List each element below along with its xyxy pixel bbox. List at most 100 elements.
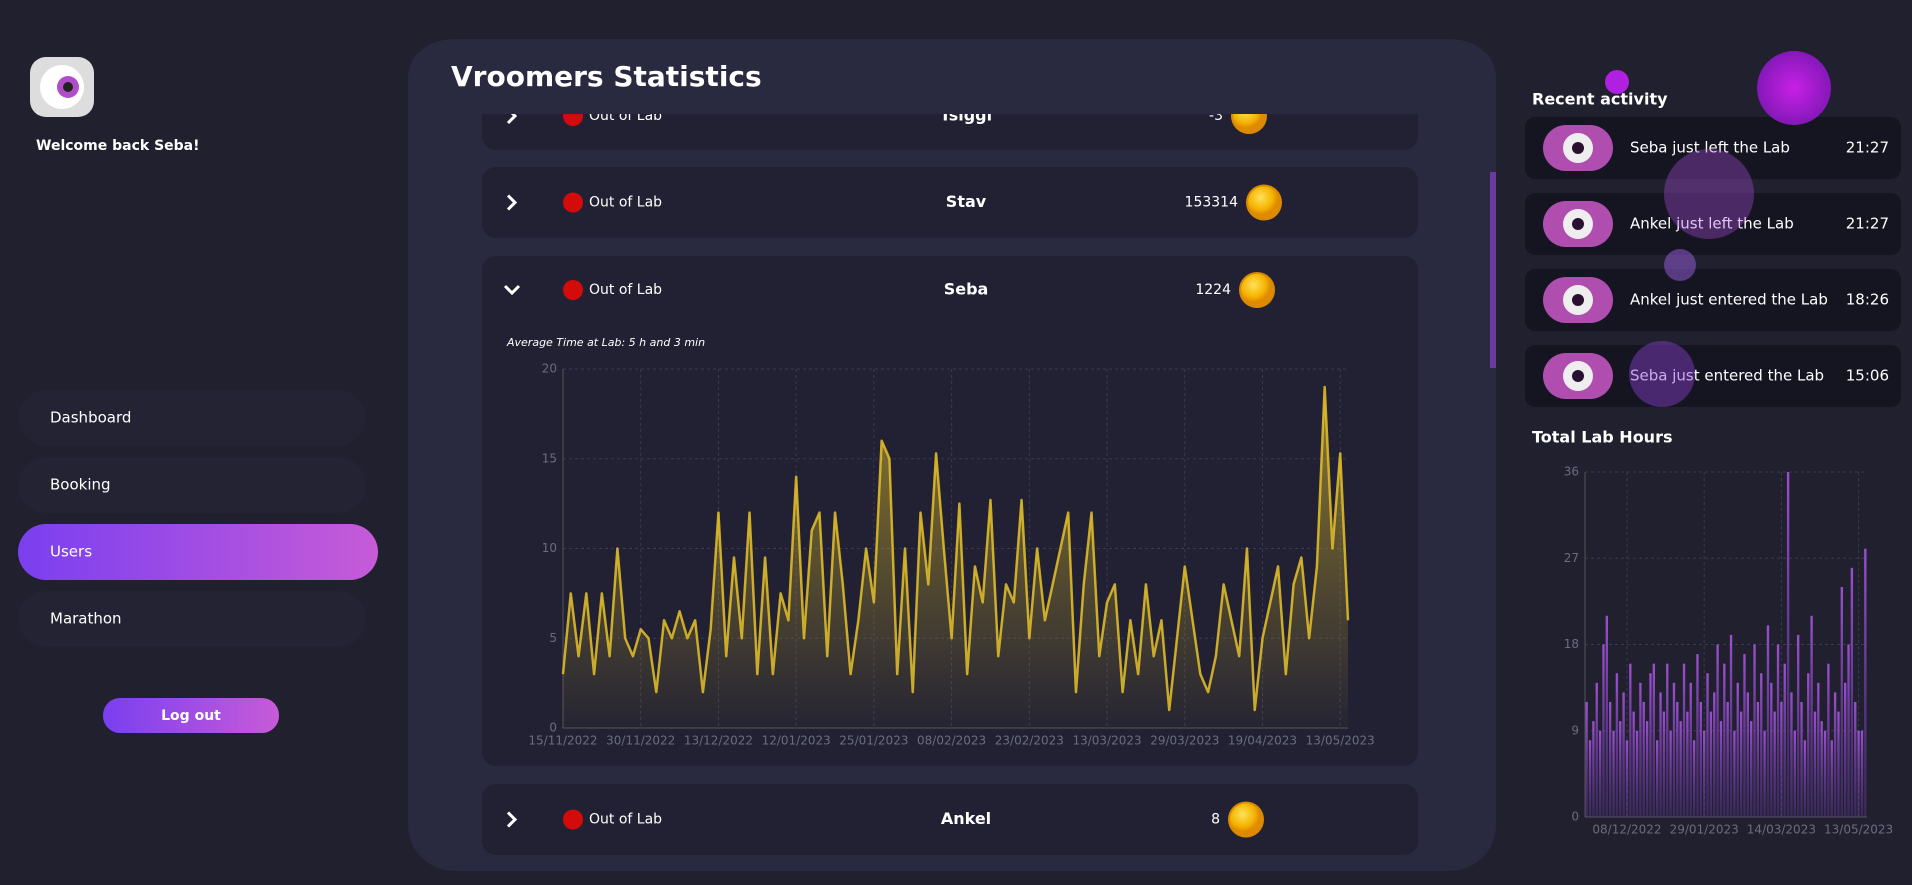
bar (1756, 702, 1760, 817)
user-name: Stav (946, 192, 987, 211)
bar (1797, 634, 1800, 817)
status-dot (563, 192, 583, 213)
chevron[interactable] (506, 194, 518, 211)
bar (1739, 711, 1743, 817)
bar (1679, 721, 1682, 817)
y-tick-label: 0 (549, 721, 557, 735)
chevron[interactable] (506, 811, 518, 828)
bar (1813, 711, 1817, 817)
bar (1726, 702, 1729, 817)
bar (1602, 644, 1605, 817)
panel-header-base (408, 80, 1496, 114)
user-name: Ankel (941, 809, 991, 828)
activity-item (1525, 117, 1901, 179)
activity-text: Ankel just left the Lab (1630, 215, 1794, 233)
user-row[interactable] (482, 784, 1418, 855)
nav-item[interactable] (18, 390, 366, 446)
bar (1840, 587, 1843, 817)
y-tick-label: 27 (1564, 551, 1579, 565)
bar (1649, 673, 1652, 817)
x-tick-label: 12/01/2023 (762, 734, 831, 748)
activity-text: Ankel just entered the Lab (1630, 291, 1828, 309)
bar (1800, 702, 1803, 817)
bar (1830, 740, 1833, 817)
bar (1659, 692, 1662, 817)
scrollbar[interactable] (1490, 172, 1496, 368)
x-tick-label: 23/02/2023 (995, 734, 1064, 748)
main-title: Vroomers Statistics (451, 60, 762, 93)
avatar-pupil (1572, 218, 1584, 230)
bar (1706, 673, 1709, 817)
bar (1689, 682, 1692, 817)
status-dot (563, 809, 583, 830)
bar (1763, 730, 1766, 817)
bar (1629, 663, 1632, 817)
bar (1847, 644, 1850, 817)
y-tick-label: 9 (1571, 723, 1579, 737)
bar (1790, 692, 1793, 817)
coins: 1224 (1195, 282, 1231, 298)
bar (1810, 615, 1813, 817)
bar (1820, 721, 1823, 817)
nav-item[interactable] (18, 457, 366, 513)
status: Out of Lab (589, 195, 662, 211)
nav-label[interactable]: Booking (50, 476, 111, 494)
logo-pupil (63, 82, 73, 92)
chart-title: Total Lab Hours (1532, 428, 1672, 447)
nav-item[interactable] (18, 591, 366, 647)
bar (1736, 682, 1739, 817)
y-tick-label: 10 (542, 541, 557, 555)
y-tick-label: 20 (542, 362, 557, 376)
nav-label[interactable]: Users (50, 543, 92, 561)
bar (1776, 644, 1780, 817)
bar (1645, 721, 1649, 817)
bar (1743, 654, 1746, 817)
activity-time: 18:26 (1846, 291, 1889, 309)
bar (1612, 730, 1615, 817)
bar (1662, 711, 1666, 817)
y-tick-label: 36 (1564, 465, 1579, 479)
activity-item (1525, 193, 1901, 255)
bar (1686, 711, 1689, 817)
nav-item[interactable] (18, 524, 378, 580)
bar (1699, 702, 1702, 817)
bar (1656, 740, 1659, 817)
activity-title: Recent activity (1532, 90, 1668, 109)
decor-bubble (1664, 249, 1696, 281)
chart-subtitle: Average Time at Lab: 5 h and 3 min (506, 336, 705, 349)
bar (1632, 711, 1635, 817)
bar (1709, 711, 1713, 817)
nav-label[interactable]: Marathon (50, 610, 122, 628)
bar (1635, 730, 1639, 817)
line (561, 385, 1350, 712)
activity-item (1525, 345, 1901, 407)
bar (1585, 702, 1588, 817)
x-tick-label: 14/03/2023 (1747, 823, 1816, 837)
bar (1625, 740, 1629, 817)
user-row[interactable] (482, 167, 1418, 238)
bar (1803, 740, 1807, 817)
bar (1753, 644, 1756, 817)
bar (1823, 730, 1827, 817)
y-tick-label: 0 (1571, 810, 1579, 824)
bar (1598, 730, 1602, 817)
bar (1750, 721, 1753, 817)
bar (1773, 711, 1776, 817)
bar (1844, 682, 1847, 817)
logout-label[interactable]: Log out (161, 708, 221, 724)
bar (1676, 702, 1679, 817)
coin-icon (1246, 184, 1282, 221)
bar (1770, 682, 1773, 817)
bar (1723, 663, 1726, 817)
bar (1827, 663, 1830, 817)
bar (1719, 721, 1723, 817)
nav-label[interactable]: Dashboard (50, 409, 131, 427)
x-tick-label: 08/12/2022 (1592, 823, 1661, 837)
decor-bubble (1629, 341, 1695, 407)
bar (1864, 548, 1867, 817)
chevron[interactable] (503, 284, 521, 296)
logout-button[interactable] (103, 698, 279, 733)
bar (1833, 692, 1837, 817)
x-tick-label: 13/12/2022 (684, 734, 753, 748)
